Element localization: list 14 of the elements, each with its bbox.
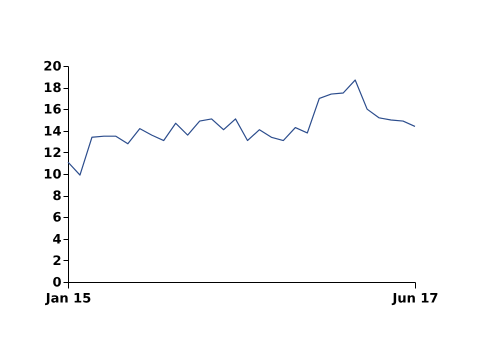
y-tick-label: 4: [52, 232, 62, 248]
y-tick-label: 10: [43, 168, 62, 182]
y-tick-label: 6: [52, 210, 62, 226]
x-tick-label: Jan 15: [44, 292, 92, 306]
line-series: [67, 79, 416, 176]
x-tick-label: Jun 17: [392, 292, 438, 306]
y-tick-label: 18: [43, 81, 62, 96]
y-tick-label: 0: [52, 276, 62, 290]
y-tick-label: 2: [52, 254, 62, 269]
y-tick-label: 16: [43, 102, 62, 118]
y-tick-label: 14: [43, 124, 62, 140]
y-tick-label: 12: [43, 146, 62, 161]
y-tick-label: 20: [43, 60, 62, 74]
y-tick-label: 8: [52, 189, 62, 204]
